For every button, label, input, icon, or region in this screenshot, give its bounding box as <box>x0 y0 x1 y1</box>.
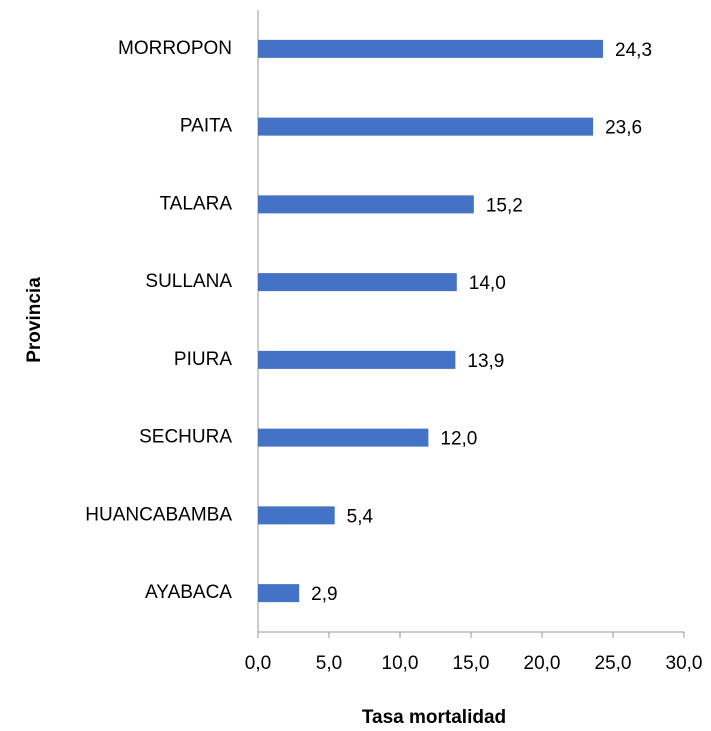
x-tick-label: 20,0 <box>524 653 561 674</box>
y-tick-label: AYABACA <box>145 582 232 603</box>
bar <box>258 117 594 136</box>
y-axis-title: Provincia <box>24 277 45 363</box>
bar <box>258 350 456 369</box>
x-tick-label: 5,0 <box>316 653 342 674</box>
value-label: 23,6 <box>605 118 642 139</box>
x-tick-label: 0,0 <box>245 653 271 674</box>
x-tick-label: 25,0 <box>595 653 632 674</box>
y-tick-label: PIURA <box>174 349 232 370</box>
value-label: 2,9 <box>311 584 337 605</box>
y-tick-label: HUANCABAMBA <box>85 504 232 525</box>
x-tick-label: 15,0 <box>453 653 490 674</box>
value-label: 12,0 <box>440 429 477 450</box>
value-label: 24,3 <box>615 40 652 61</box>
bar <box>258 428 429 447</box>
value-label: 15,2 <box>486 195 523 216</box>
bar <box>258 195 474 214</box>
bar <box>258 506 335 525</box>
bar <box>258 39 604 58</box>
y-tick-label: PAITA <box>180 116 232 137</box>
value-label: 14,0 <box>469 273 506 294</box>
x-tick-label: 10,0 <box>382 653 419 674</box>
y-tick-label: SULLANA <box>145 271 232 292</box>
x-axis-title: Tasa mortalidad <box>362 707 506 728</box>
y-tick-label: SECHURA <box>139 427 232 448</box>
y-tick-label: TALARA <box>159 193 232 214</box>
value-label: 5,4 <box>347 506 374 527</box>
y-tick-label: MORROPON <box>118 38 232 59</box>
x-tick-label: 30,0 <box>666 653 703 674</box>
value-label: 13,9 <box>467 351 504 372</box>
bar <box>258 584 300 603</box>
bar <box>258 273 457 292</box>
